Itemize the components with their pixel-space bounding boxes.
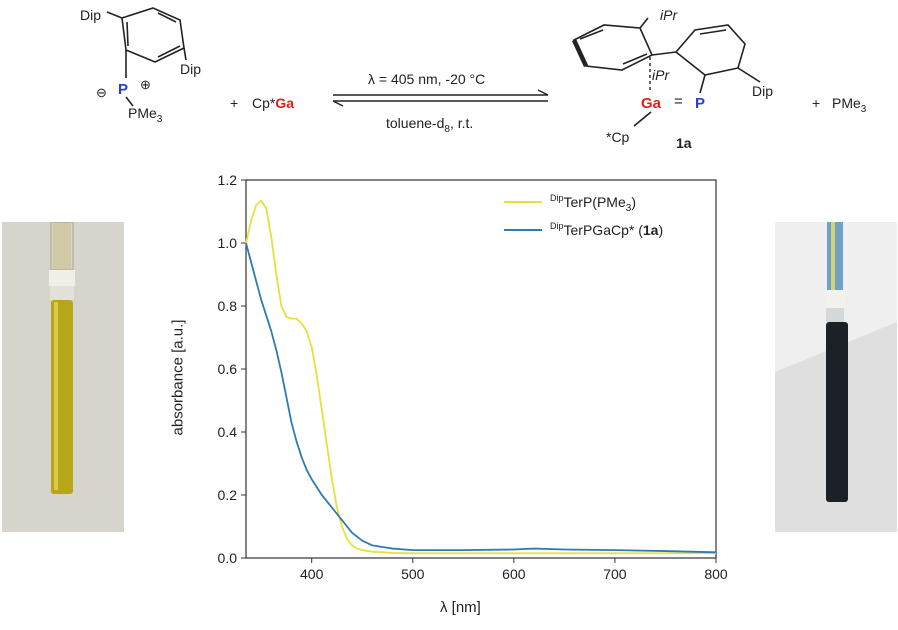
scheme-drawing: [106, 7, 761, 127]
reactant-dip-right: Dip: [180, 61, 202, 77]
right-tube-photo: [775, 222, 897, 532]
y-tick-label: 0.0: [218, 550, 238, 566]
arrow-top-condition: λ = 405 nm, -20 °C: [368, 71, 486, 87]
y-tick-label: 1.2: [218, 172, 238, 188]
reactant-pme3: PMe3: [128, 105, 163, 125]
reagent-cpga: Cp*Ga: [252, 95, 295, 111]
y-tick-label: 1.0: [218, 235, 238, 251]
product-wedge-bond: [571, 39, 589, 67]
x-tick-label: 600: [502, 566, 526, 582]
product-ipr-top: iPr: [660, 7, 678, 23]
x-tick-label: 700: [603, 566, 627, 582]
arrow-bottom-condition: toluene-d8, r.t.: [386, 115, 474, 135]
absorbance-chart: 400 500 600 700 800 0.0 0.2 0.4 0.6 0.8 1.0 1.2 Dip…: [170, 160, 750, 625]
x-tick-label: 500: [401, 566, 425, 582]
y-tick-label: 0.4: [218, 424, 238, 440]
chart-svg: 400 500 600 700 800 0.0 0.2 0.4 0.6 0.8 1.0 1.2 Dip…: [218, 172, 728, 582]
plus-charge-icon: ⊕: [140, 77, 151, 92]
product-dip: Dip: [752, 83, 774, 99]
y-tick-label: 0.8: [218, 298, 238, 314]
product-label: 1a: [676, 135, 692, 151]
plus-sign-2: +: [812, 95, 821, 111]
left-tube-drawing: [2, 221, 124, 532]
x-axis-label: λ [nm]: [440, 599, 481, 616]
product-ipr-mid: iPr: [652, 67, 670, 83]
dark-solution: [826, 322, 848, 502]
y-axis-label: absorbance [a.u.]: [169, 319, 187, 436]
x-tick-label: 800: [704, 566, 728, 582]
plus-sign-1: +: [230, 95, 239, 111]
reactant-dip-left: Dip: [80, 7, 102, 23]
series-line-1: [245, 199, 716, 555]
product-double-bond: =: [674, 93, 683, 110]
series-line-2: [245, 242, 717, 554]
product-gallium: Ga: [641, 95, 662, 112]
legend-label-1: DipTerP(PMe3): [550, 193, 636, 214]
product-cp: *Cp: [606, 129, 630, 145]
equilibrium-arrows: [332, 89, 549, 107]
byproduct-pme3: PMe3: [832, 95, 867, 115]
chart-series: [245, 199, 717, 555]
y-tick-label: 0.2: [218, 487, 238, 503]
y-tick-label: 0.6: [218, 361, 238, 377]
chart-axes: 400 500 600 700 800 0.0 0.2 0.4 0.6 0.8 1.0 1.2: [218, 172, 728, 582]
reactant-phosphorus: P: [118, 81, 129, 98]
product-phosphorus: P: [695, 95, 706, 112]
right-tube-drawing: [775, 222, 897, 532]
minus-charge-icon: ⊖: [96, 85, 107, 100]
left-tube-photo: [2, 221, 124, 532]
x-tick-label: 400: [300, 566, 324, 582]
legend-label-2: DipTerPGaCp* (1a): [550, 221, 663, 238]
chart-legend: DipTerP(PMe3) DipTerPGaCp* (1a): [504, 193, 663, 238]
reactant-ring: [106, 7, 187, 107]
